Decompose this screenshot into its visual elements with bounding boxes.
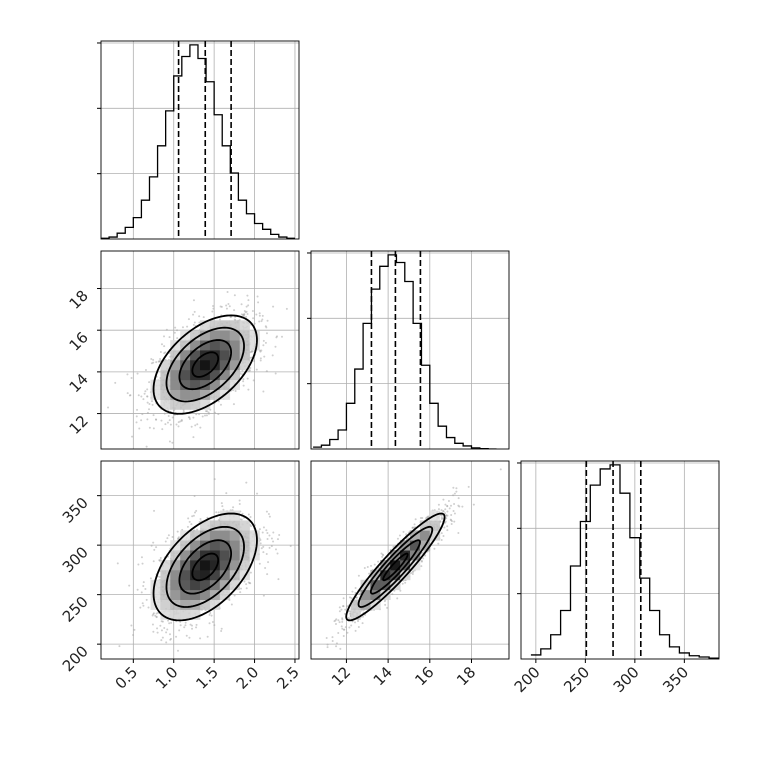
grid: [97, 41, 299, 239]
contour-level-0: [191, 552, 220, 582]
axes-frame: [100, 460, 300, 660]
x-tick-label: 12: [328, 663, 354, 689]
axes-frame: [520, 460, 720, 660]
contour-level-1: [178, 539, 233, 595]
y-tick-label: 250: [59, 593, 92, 626]
x-tick-label: 250: [560, 663, 593, 696]
y-tick-label: 16: [66, 328, 92, 354]
y-tick-label: 12: [66, 412, 92, 438]
contour-level-2: [165, 326, 245, 403]
histogram-steps: [313, 254, 497, 449]
x-tick-label: 2.5: [273, 663, 303, 693]
density-panel-2: [310, 460, 510, 660]
y-tick-label: 14: [66, 370, 92, 396]
x-tick-label: 18: [453, 663, 479, 689]
x-tick-label: 300: [610, 663, 643, 696]
y-tick-label: 350: [59, 494, 92, 527]
histogram-steps: [101, 44, 295, 239]
axes-frame: [100, 40, 300, 240]
x-tick-label: 14: [370, 663, 396, 689]
x-tick-label: 1.5: [192, 663, 222, 693]
density-fill: [150, 510, 260, 620]
y-axis-2: 200 250 300 350: [59, 494, 101, 675]
x-tick-label: 2.0: [233, 663, 263, 693]
y-tick-label: 300: [59, 543, 92, 576]
x-axis-2: 200 250 300 350: [511, 659, 692, 696]
contour-level-3: [152, 314, 258, 415]
contour-level-0: [382, 552, 409, 582]
histogram-panel-2: [517, 460, 720, 660]
contours: [345, 512, 446, 622]
x-axis-0: 0.5 1.0 1.5 2.0 2.5: [112, 659, 303, 693]
y-axis-1: 12 14 16 18: [66, 287, 101, 438]
density-panel-0: [100, 250, 300, 450]
x-tick-label: 1.0: [152, 663, 182, 693]
contours: [152, 314, 258, 415]
x-tick-label: 200: [511, 663, 544, 696]
histogram-steps: [530, 464, 719, 659]
contour-level-0: [191, 351, 220, 378]
histogram-panel-0: [97, 40, 300, 240]
axes-frame: [100, 250, 300, 450]
contour-level-1: [369, 539, 421, 595]
contour-level-3: [345, 512, 446, 622]
x-tick-label: 350: [659, 663, 692, 696]
density-fill: [150, 320, 260, 410]
grid: [307, 251, 509, 449]
contour-level-2: [357, 525, 434, 608]
contour-level-3: [152, 512, 258, 622]
axes-frame: [310, 250, 510, 450]
histogram-panel-1: [307, 250, 510, 450]
x-tick-label: 16: [411, 663, 437, 689]
y-tick-label: 200: [59, 642, 92, 675]
contour-level-2: [165, 525, 245, 608]
density-panel-1: [100, 460, 300, 660]
grid: [311, 461, 509, 659]
grid: [517, 461, 719, 659]
contour-level-1: [178, 339, 233, 391]
axes-frame: [310, 460, 510, 660]
x-tick-label: 0.5: [112, 663, 142, 693]
y-tick-label: 18: [66, 287, 92, 313]
contours: [152, 512, 258, 622]
x-axis-1: 12 14 16 18: [328, 659, 479, 689]
